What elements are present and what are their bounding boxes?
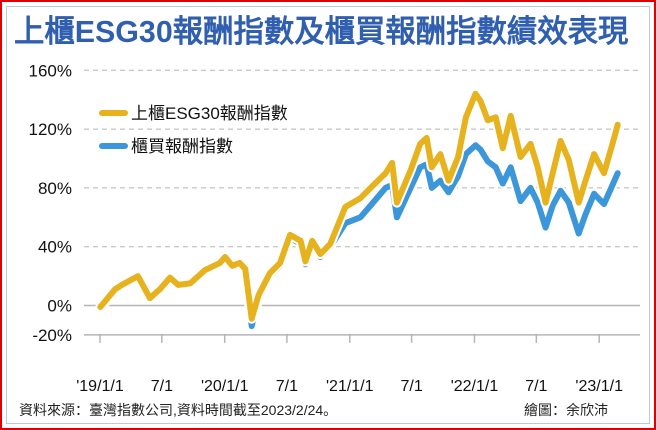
gridlines bbox=[84, 69, 640, 336]
x-tick-label: 7/1 bbox=[151, 378, 173, 395]
y-axis: 160% 120% 80% 40% 0% -20% bbox=[29, 61, 72, 345]
source-note: 資料來源：臺灣指數公司,資料時間截至2023/2/24。 bbox=[19, 402, 338, 418]
x-tick-label: '21/1/1 bbox=[326, 378, 374, 395]
series-lines bbox=[95, 88, 623, 332]
series-line-esg30 bbox=[97, 90, 621, 322]
x-tick-label: '19/1/1 bbox=[76, 378, 124, 395]
chart-title: 上櫃ESG30報酬指數及櫃買報酬指數績效表現 bbox=[14, 14, 629, 49]
x-tick-label: 7/1 bbox=[276, 378, 298, 395]
y-tick-label: 40% bbox=[38, 238, 72, 257]
x-tick-label: 7/1 bbox=[525, 378, 547, 395]
y-tick-label: 160% bbox=[29, 61, 72, 80]
x-axis: '19/1/1 7/1 '20/1/1 7/1 '21/1/1 7/1 '22/1/1 7/1… bbox=[76, 333, 623, 395]
y-tick-label: 0% bbox=[47, 297, 72, 316]
legend-label-esg30: 上櫃ESG30報酬指數 bbox=[131, 104, 288, 123]
legend-label-tpex: 櫃買報酬指數 bbox=[131, 137, 233, 156]
y-tick-label: 120% bbox=[29, 120, 72, 139]
x-tick-label: '23/1/1 bbox=[575, 378, 623, 395]
chart-panel bbox=[6, 6, 650, 424]
x-tick-label: '20/1/1 bbox=[201, 378, 249, 395]
y-tick-label: -20% bbox=[32, 326, 72, 345]
legend: 上櫃ESG30報酬指數 櫃買報酬指數 bbox=[97, 104, 288, 156]
y-tick-label: 80% bbox=[38, 179, 72, 198]
x-tick-label: 7/1 bbox=[400, 378, 422, 395]
graphic-credit: 繪圖：余欣沛 bbox=[524, 402, 608, 418]
x-tick-label: '22/1/1 bbox=[451, 378, 499, 395]
